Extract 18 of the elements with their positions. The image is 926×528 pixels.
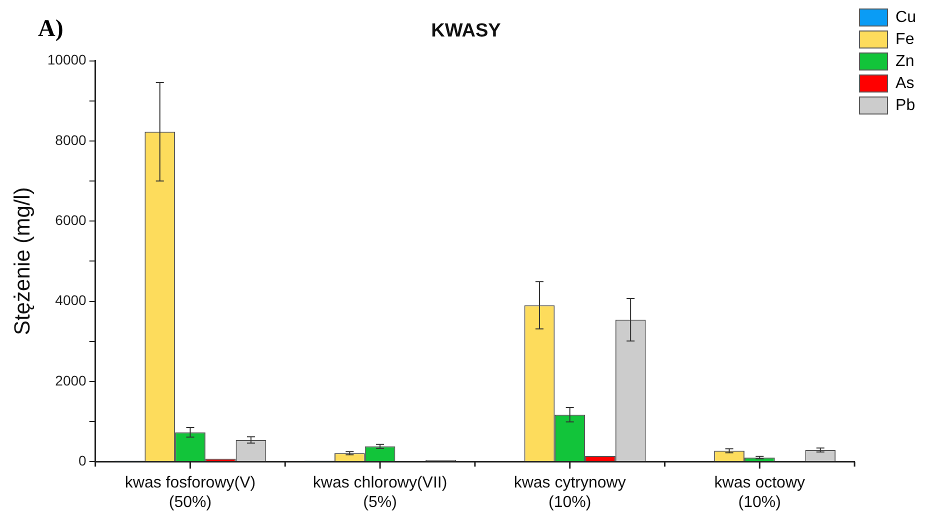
legend-label: Zn [896, 52, 914, 70]
y-tick-label: 0 [78, 452, 87, 468]
legend-label: Pb [896, 96, 916, 114]
y-tick-label: 6000 [55, 212, 87, 228]
y-tick-label: 4000 [55, 292, 87, 308]
legend-label: Cu [896, 8, 916, 26]
x-tick-label: kwas fosforowy(V) (50%) [124, 474, 256, 511]
x-tick-label: kwas octowy (10%) [714, 474, 805, 511]
y-tick-label: 2000 [55, 372, 87, 388]
text: A) [38, 16, 64, 42]
y-tick-label: 8000 [55, 132, 87, 148]
legend-label: As [896, 74, 914, 92]
y-tick-label: 10000 [47, 52, 87, 68]
chart-title: KWASY [431, 20, 502, 42]
y-axis-title: Stężenie (mg/l) [9, 187, 34, 336]
legend-label: Fe [896, 30, 914, 48]
x-tick-label: kwas cytrynowy (10%) [514, 474, 626, 511]
x-tick-label: kwas chlorowy(VII) (5%) [312, 474, 448, 511]
